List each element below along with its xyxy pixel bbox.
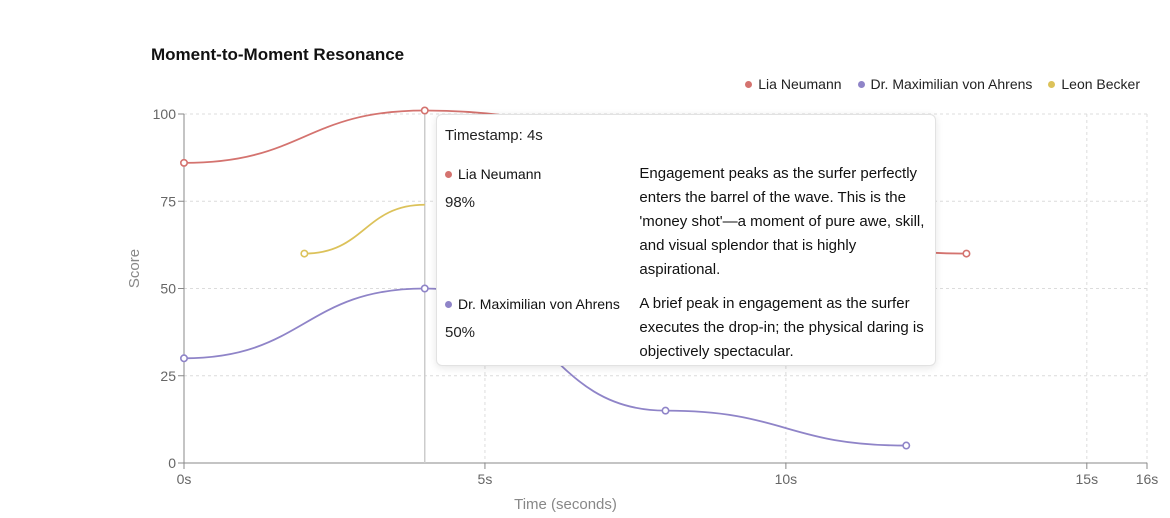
y-axis-label: Score (126, 249, 143, 288)
tooltip-series-name: Dr. Maximilian von Ahrens (445, 296, 639, 312)
data-point-dr-maximilian-von-ahrens (422, 285, 428, 291)
y-tick-label: 50 (160, 281, 176, 297)
data-point-lia-neumann (422, 107, 428, 113)
tooltip: Timestamp: 4s Lia Neumann 98% Engagement… (436, 114, 936, 366)
tooltip-series-label: Dr. Maximilian von Ahrens (458, 296, 620, 312)
data-point-lia-neumann (963, 250, 969, 256)
data-point-leon-becker (301, 250, 307, 256)
data-point-dr-maximilian-von-ahrens (181, 355, 187, 361)
x-tick-label: 5s (478, 471, 493, 487)
series-dot-icon (445, 171, 452, 178)
data-point-dr-maximilian-von-ahrens (903, 442, 909, 448)
series-dot-icon (445, 301, 452, 308)
x-tick-label: 10s (775, 471, 798, 487)
tooltip-series-name: Lia Neumann (445, 166, 639, 182)
tooltip-timestamp: Timestamp: 4s (445, 127, 927, 144)
y-tick-label: 75 (160, 193, 176, 209)
tooltip-note: Engagement peaks as the surfer perfectly… (639, 162, 927, 282)
y-tick-label: 0 (168, 455, 176, 471)
data-point-dr-maximilian-von-ahrens (662, 407, 668, 413)
tooltip-value: 98% (445, 194, 639, 211)
tooltip-entry-von-ahrens: Dr. Maximilian von Ahrens 50% A brief pe… (445, 296, 927, 364)
x-tick-label: 0s (177, 471, 192, 487)
tooltip-entry-lia-neumann: Lia Neumann 98% Engagement peaks as the … (445, 166, 927, 282)
data-point-lia-neumann (181, 160, 187, 166)
x-axis-label: Time (seconds) (514, 496, 617, 513)
y-tick-label: 100 (153, 106, 177, 122)
x-tick-label: 16s (1136, 471, 1159, 487)
series-line-leon-becker (304, 205, 424, 254)
tooltip-note: A brief peak in engagement as the surfer… (639, 292, 927, 364)
tooltip-value: 50% (445, 324, 639, 341)
y-tick-label: 25 (160, 368, 176, 384)
x-tick-label: 15s (1076, 471, 1099, 487)
tooltip-series-label: Lia Neumann (458, 166, 541, 182)
